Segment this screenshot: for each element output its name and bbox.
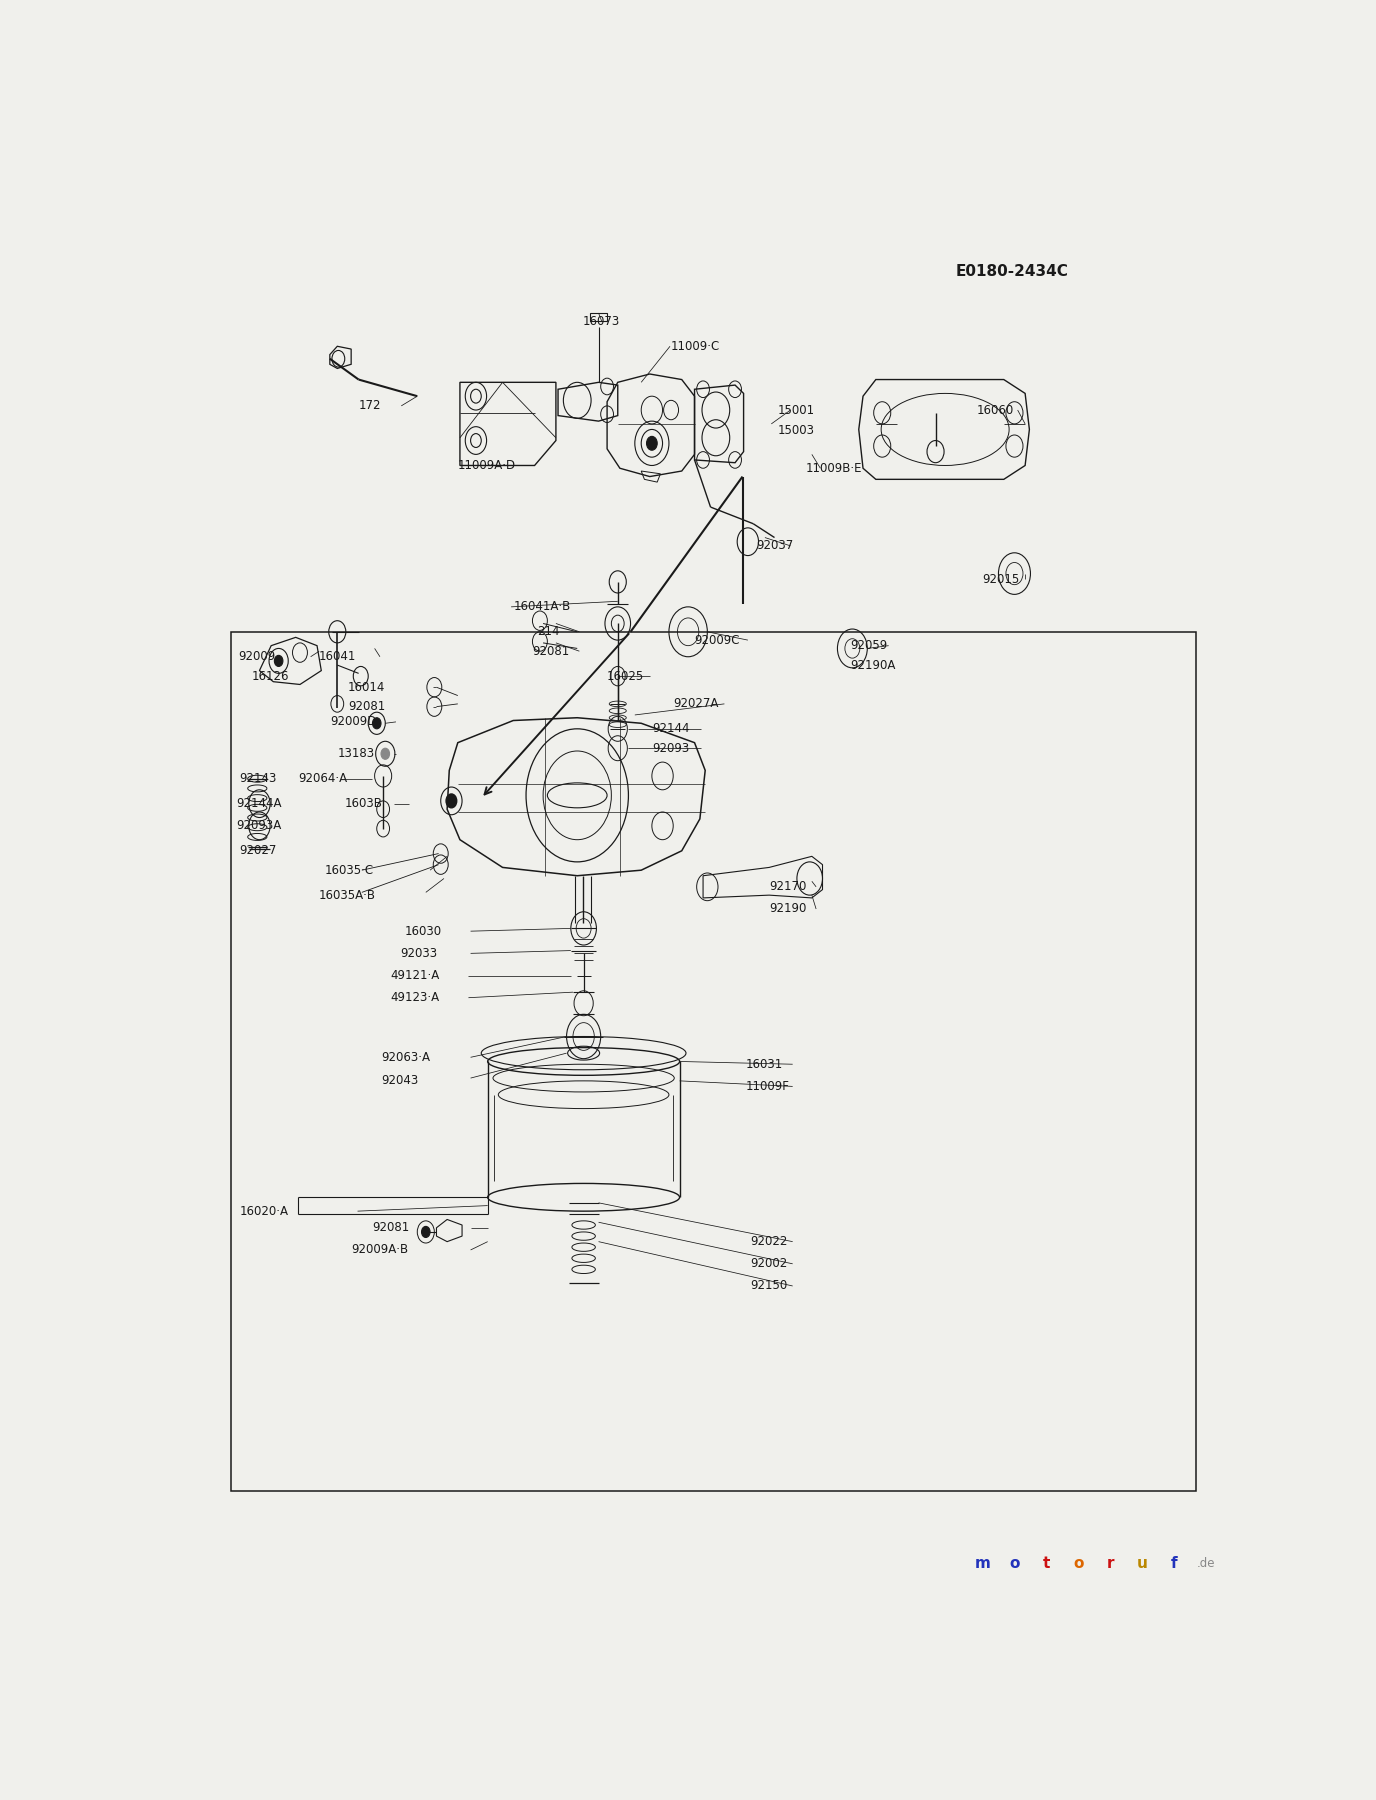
Text: 16041: 16041: [319, 650, 356, 662]
Text: 92022: 92022: [750, 1235, 787, 1247]
Text: 92093A: 92093A: [237, 819, 281, 832]
Text: f: f: [1171, 1555, 1178, 1571]
Text: 92190: 92190: [769, 902, 806, 916]
Text: 15001: 15001: [777, 403, 815, 416]
Text: 16030: 16030: [405, 925, 442, 938]
Text: 15003: 15003: [777, 425, 815, 437]
Text: 16014: 16014: [348, 680, 385, 693]
Text: 92081: 92081: [373, 1220, 410, 1235]
Text: 214: 214: [537, 625, 559, 639]
Text: 92150: 92150: [750, 1280, 787, 1292]
Text: 92144A: 92144A: [237, 797, 282, 810]
Text: 16020·A: 16020·A: [239, 1204, 288, 1217]
Text: .de: .de: [1197, 1557, 1215, 1570]
Bar: [231, 632, 1196, 1490]
Circle shape: [274, 655, 283, 666]
Text: 92027A: 92027A: [673, 697, 718, 711]
Text: m: m: [974, 1555, 991, 1571]
Text: 92081: 92081: [348, 700, 385, 713]
Text: 92002: 92002: [750, 1258, 787, 1271]
Text: 16035A·B: 16035A·B: [319, 889, 376, 902]
Circle shape: [647, 436, 658, 450]
Text: 11009A·D: 11009A·D: [458, 459, 516, 472]
Text: 16035·C: 16035·C: [325, 864, 374, 877]
Text: 16041A·B: 16041A·B: [513, 601, 571, 614]
Text: 92009D: 92009D: [330, 715, 376, 729]
Text: 11009B·E: 11009B·E: [805, 463, 861, 475]
Text: 92144: 92144: [652, 722, 689, 736]
Circle shape: [381, 749, 389, 760]
Text: 92009C: 92009C: [695, 634, 740, 646]
Text: 49121·A: 49121·A: [391, 968, 440, 983]
Text: 92009A·B: 92009A·B: [351, 1244, 409, 1256]
Text: 92027: 92027: [239, 844, 277, 857]
Text: 92033: 92033: [400, 947, 438, 959]
Text: 92081: 92081: [533, 644, 570, 657]
Text: 92043: 92043: [381, 1075, 418, 1087]
Text: 92009: 92009: [238, 650, 275, 662]
Text: 16025: 16025: [607, 670, 644, 682]
Text: r: r: [1106, 1555, 1115, 1571]
Circle shape: [421, 1226, 431, 1237]
Text: 16031: 16031: [746, 1058, 783, 1071]
Text: 92190A: 92190A: [850, 659, 896, 671]
Circle shape: [373, 718, 381, 729]
Circle shape: [446, 794, 457, 808]
Text: 92063·A: 92063·A: [381, 1051, 431, 1064]
Text: 92064·A: 92064·A: [297, 772, 347, 785]
Text: 13183: 13183: [337, 747, 374, 760]
Text: E0180-2434C: E0180-2434C: [956, 265, 1069, 279]
Text: 16126: 16126: [252, 670, 289, 682]
Text: 16060: 16060: [977, 403, 1014, 416]
Text: 16073: 16073: [582, 315, 619, 328]
Text: 172: 172: [359, 400, 381, 412]
Text: 92059: 92059: [850, 639, 888, 652]
Text: o: o: [1009, 1555, 1020, 1571]
Text: 92143: 92143: [239, 772, 277, 785]
Text: 1603B: 1603B: [345, 797, 383, 810]
Text: 49123·A: 49123·A: [391, 992, 440, 1004]
Text: 11009F: 11009F: [746, 1080, 790, 1093]
Text: t: t: [1043, 1555, 1050, 1571]
Text: o: o: [1073, 1555, 1084, 1571]
Text: 92015: 92015: [982, 572, 1020, 585]
Text: 11009·C: 11009·C: [671, 340, 720, 353]
Text: u: u: [1137, 1555, 1148, 1571]
Text: 92093: 92093: [652, 742, 689, 754]
Text: 92170: 92170: [769, 880, 806, 893]
Text: 92037: 92037: [757, 540, 794, 553]
